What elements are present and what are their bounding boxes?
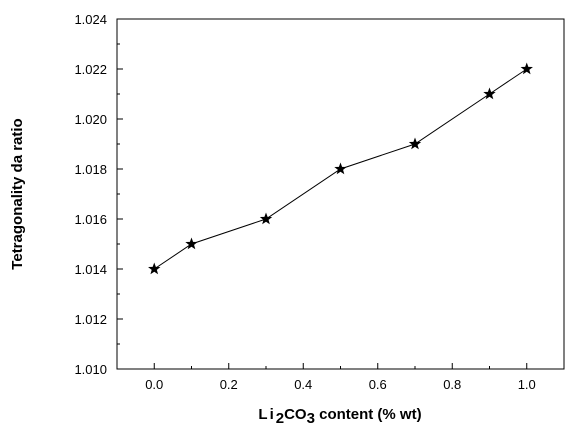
data-point-star: [483, 87, 496, 100]
y-tick-label: 1.016: [74, 212, 107, 227]
x-tick-label: 1.0: [518, 377, 536, 392]
y-tick-label: 1.010: [74, 362, 107, 377]
x-tick-label: 0.8: [443, 377, 461, 392]
data-point-star: [520, 62, 533, 75]
x-tick-label: 0.2: [220, 377, 238, 392]
y-tick-label: 1.018: [74, 162, 107, 177]
series-layer: [148, 62, 533, 275]
x-tick-label: 0.0: [145, 377, 163, 392]
y-tick-label: 1.012: [74, 312, 107, 327]
x-axis-title-rest: content (% wt): [315, 406, 422, 423]
x-axis-ticks: 0.0 0.2 0.4 0.6 0.8 1.0: [145, 363, 565, 392]
x-tick-label: 0.6: [369, 377, 387, 392]
x-axis-title-sub2: 3: [307, 410, 315, 427]
data-point-star: [334, 162, 347, 175]
data-point-star: [408, 137, 422, 150]
data-point-star: [259, 212, 273, 225]
x-tick-label: 0.4: [294, 377, 312, 392]
y-tick-label: 1.020: [74, 112, 107, 127]
x-axis-title-mid: CO: [284, 406, 307, 423]
plot-frame: [116, 18, 565, 370]
y-axis-ticks: 1.010 1.012 1.014 1.016 1.018 1.020 1.022 1.024: [74, 12, 123, 377]
x-axis-title: Li2CO3 content (% wt): [258, 406, 421, 427]
y-tick-label: 1.024: [74, 12, 107, 27]
data-point-star: [148, 262, 161, 275]
x-axis-title-sub1: 2: [276, 410, 284, 427]
y-axis-title: Tetragonality da ratio: [9, 118, 26, 269]
y-tick-label: 1.022: [74, 62, 107, 77]
x-axis-title-base: Li: [258, 406, 275, 423]
y-tick-label: 1.014: [74, 262, 107, 277]
data-point-star: [185, 237, 198, 250]
